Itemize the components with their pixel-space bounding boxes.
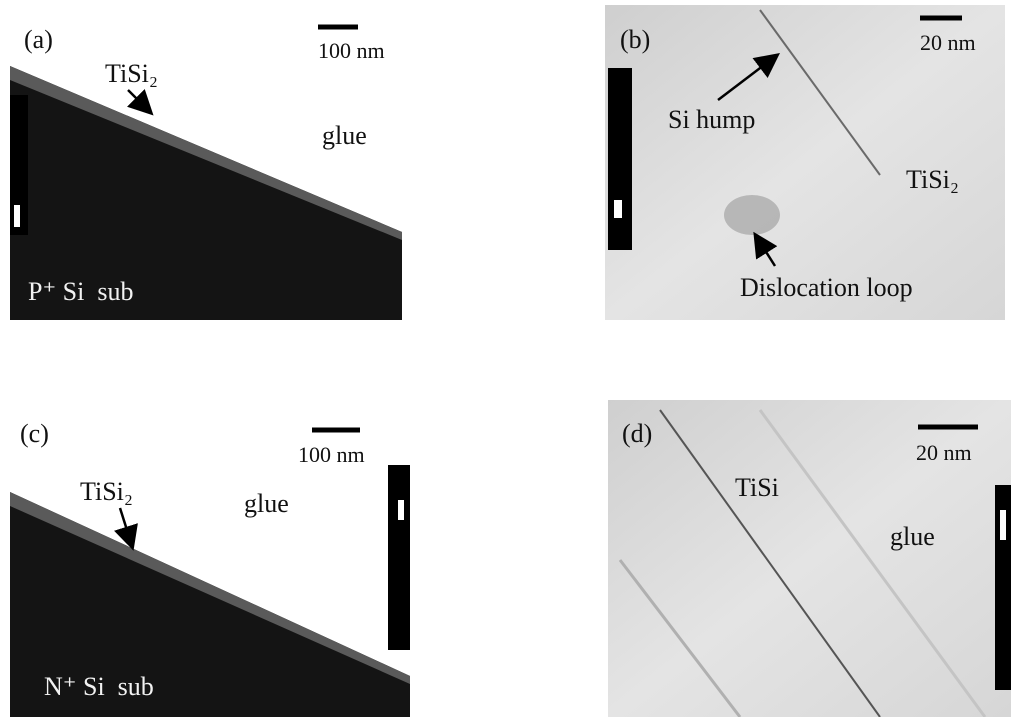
strip-mark <box>1000 510 1006 540</box>
annotation: glue <box>322 121 367 150</box>
annotation: TiSi <box>735 473 779 502</box>
scale-strip <box>608 68 632 250</box>
strip-mark <box>614 200 622 218</box>
scale-label: 20 nm <box>916 440 972 465</box>
figure: (a) 100 nm TiSi₂ glue P⁺ Si sub (b) 20 n… <box>0 0 1011 717</box>
panel-label: (c) <box>20 419 49 448</box>
annotation: glue <box>890 522 935 551</box>
annotation: P⁺ Si sub <box>28 277 134 306</box>
annotation: TiSi₂ <box>906 165 959 194</box>
panel-label: (a) <box>24 25 53 54</box>
panel-label: (d) <box>622 419 652 448</box>
page: (a) 100 nm TiSi₂ glue P⁺ Si sub (b) 20 n… <box>0 0 1011 717</box>
scale-label: 100 nm <box>318 38 385 63</box>
annotation: TiSi₂ <box>105 59 158 88</box>
annotation: TiSi₂ <box>80 477 133 506</box>
annotation: N⁺ Si sub <box>44 672 154 701</box>
strip-mark <box>14 205 20 227</box>
strip-mark <box>398 500 404 520</box>
panel-c: (c) 100 nm TiSi₂ glue N⁺ Si sub <box>10 410 410 717</box>
scale-label: 100 nm <box>298 442 365 467</box>
annotation: Dislocation loop <box>740 273 913 302</box>
panel-label: (b) <box>620 25 650 54</box>
panel-a: (a) 100 nm TiSi₂ glue P⁺ Si sub <box>10 12 402 320</box>
annotation: Si hump <box>668 105 755 134</box>
scale-strip <box>388 465 410 650</box>
panel-d: (d) 20 nm TiSi glue <box>608 400 1011 717</box>
annotation: glue <box>244 489 289 518</box>
panel-b: (b) 20 nm Si hump TiSi₂ Dislocation loop <box>605 5 1005 320</box>
scale-label: 20 nm <box>920 30 976 55</box>
defect <box>724 195 780 235</box>
